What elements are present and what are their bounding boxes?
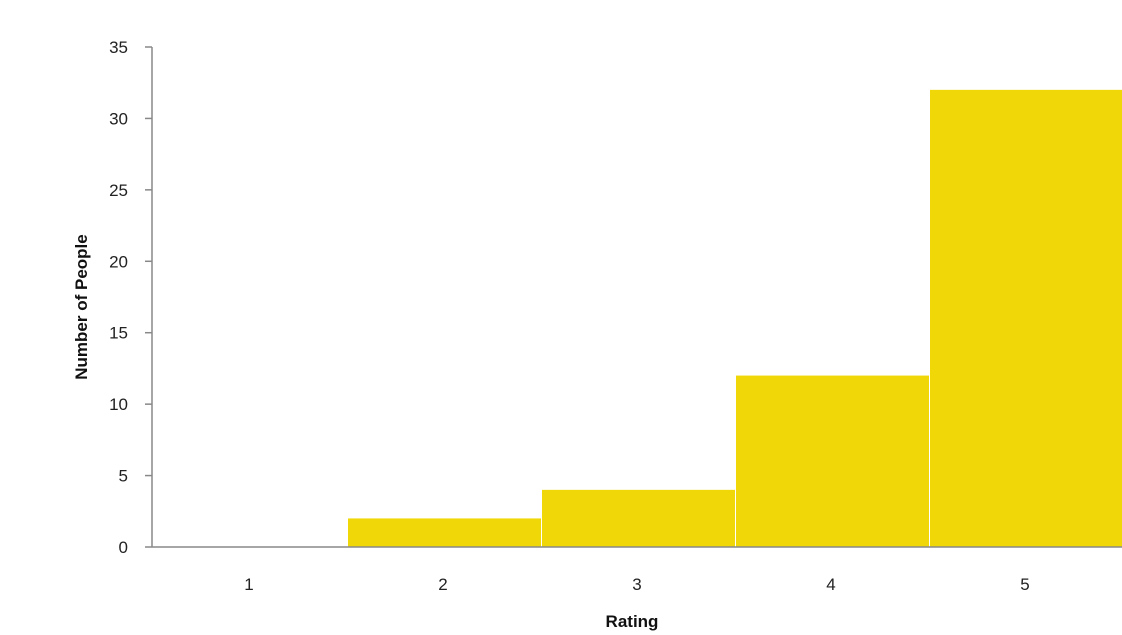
y-tick-label: 20 xyxy=(109,252,128,271)
bar-rating-2 xyxy=(348,518,541,547)
x-tick-label: 5 xyxy=(1020,575,1029,594)
x-tick-label: 2 xyxy=(438,575,447,594)
y-tick-label: 0 xyxy=(119,538,128,557)
y-ticks: 0 5 10 15 20 25 30 35 xyxy=(109,38,152,557)
y-tick-label: 30 xyxy=(109,109,128,128)
x-ticks: 1 2 3 4 5 xyxy=(244,575,1029,594)
y-axis-title: Number of People xyxy=(72,234,91,379)
x-tick-label: 1 xyxy=(244,575,253,594)
y-tick-label: 15 xyxy=(109,324,128,343)
x-axis-title: Rating xyxy=(606,612,659,631)
y-tick-label: 35 xyxy=(109,38,128,57)
y-tick-label: 10 xyxy=(109,395,128,414)
y-tick-label: 25 xyxy=(109,181,128,200)
x-tick-label: 4 xyxy=(826,575,835,594)
y-tick-label: 5 xyxy=(119,467,128,486)
x-axis: 1 2 3 4 5 xyxy=(152,546,1122,594)
x-tick-label: 3 xyxy=(632,575,641,594)
bar-rating-3 xyxy=(542,489,735,547)
bars-layer xyxy=(348,89,1122,547)
bar-rating-5 xyxy=(930,89,1122,547)
y-axis: 0 5 10 15 20 25 30 35 xyxy=(109,38,153,557)
bar-rating-4 xyxy=(736,375,929,547)
